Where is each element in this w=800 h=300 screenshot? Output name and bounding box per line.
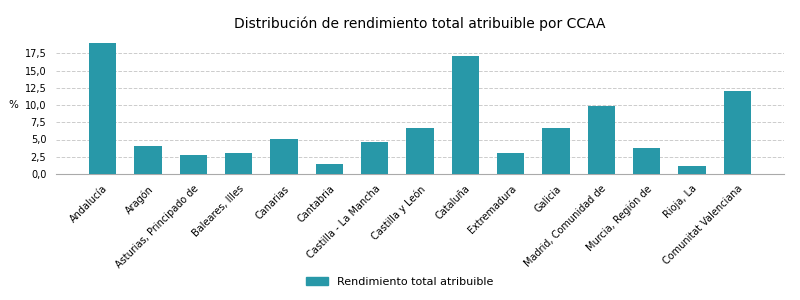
Bar: [134, 146, 162, 174]
Bar: [588, 106, 615, 174]
Bar: [316, 164, 343, 174]
Bar: [452, 56, 479, 174]
Bar: [497, 153, 524, 174]
Title: Distribución de rendimiento total atribuible por CCAA: Distribución de rendimiento total atribu…: [234, 16, 606, 31]
Bar: [542, 128, 570, 174]
Bar: [678, 166, 706, 174]
Bar: [270, 139, 298, 174]
Bar: [633, 148, 660, 174]
Bar: [406, 128, 434, 174]
Bar: [89, 43, 116, 174]
Bar: [225, 153, 252, 174]
Bar: [180, 155, 207, 174]
Bar: [724, 91, 751, 174]
Legend: Rendimiento total atribuible: Rendimiento total atribuible: [302, 273, 498, 291]
Y-axis label: %: %: [9, 100, 18, 110]
Bar: [361, 142, 388, 174]
